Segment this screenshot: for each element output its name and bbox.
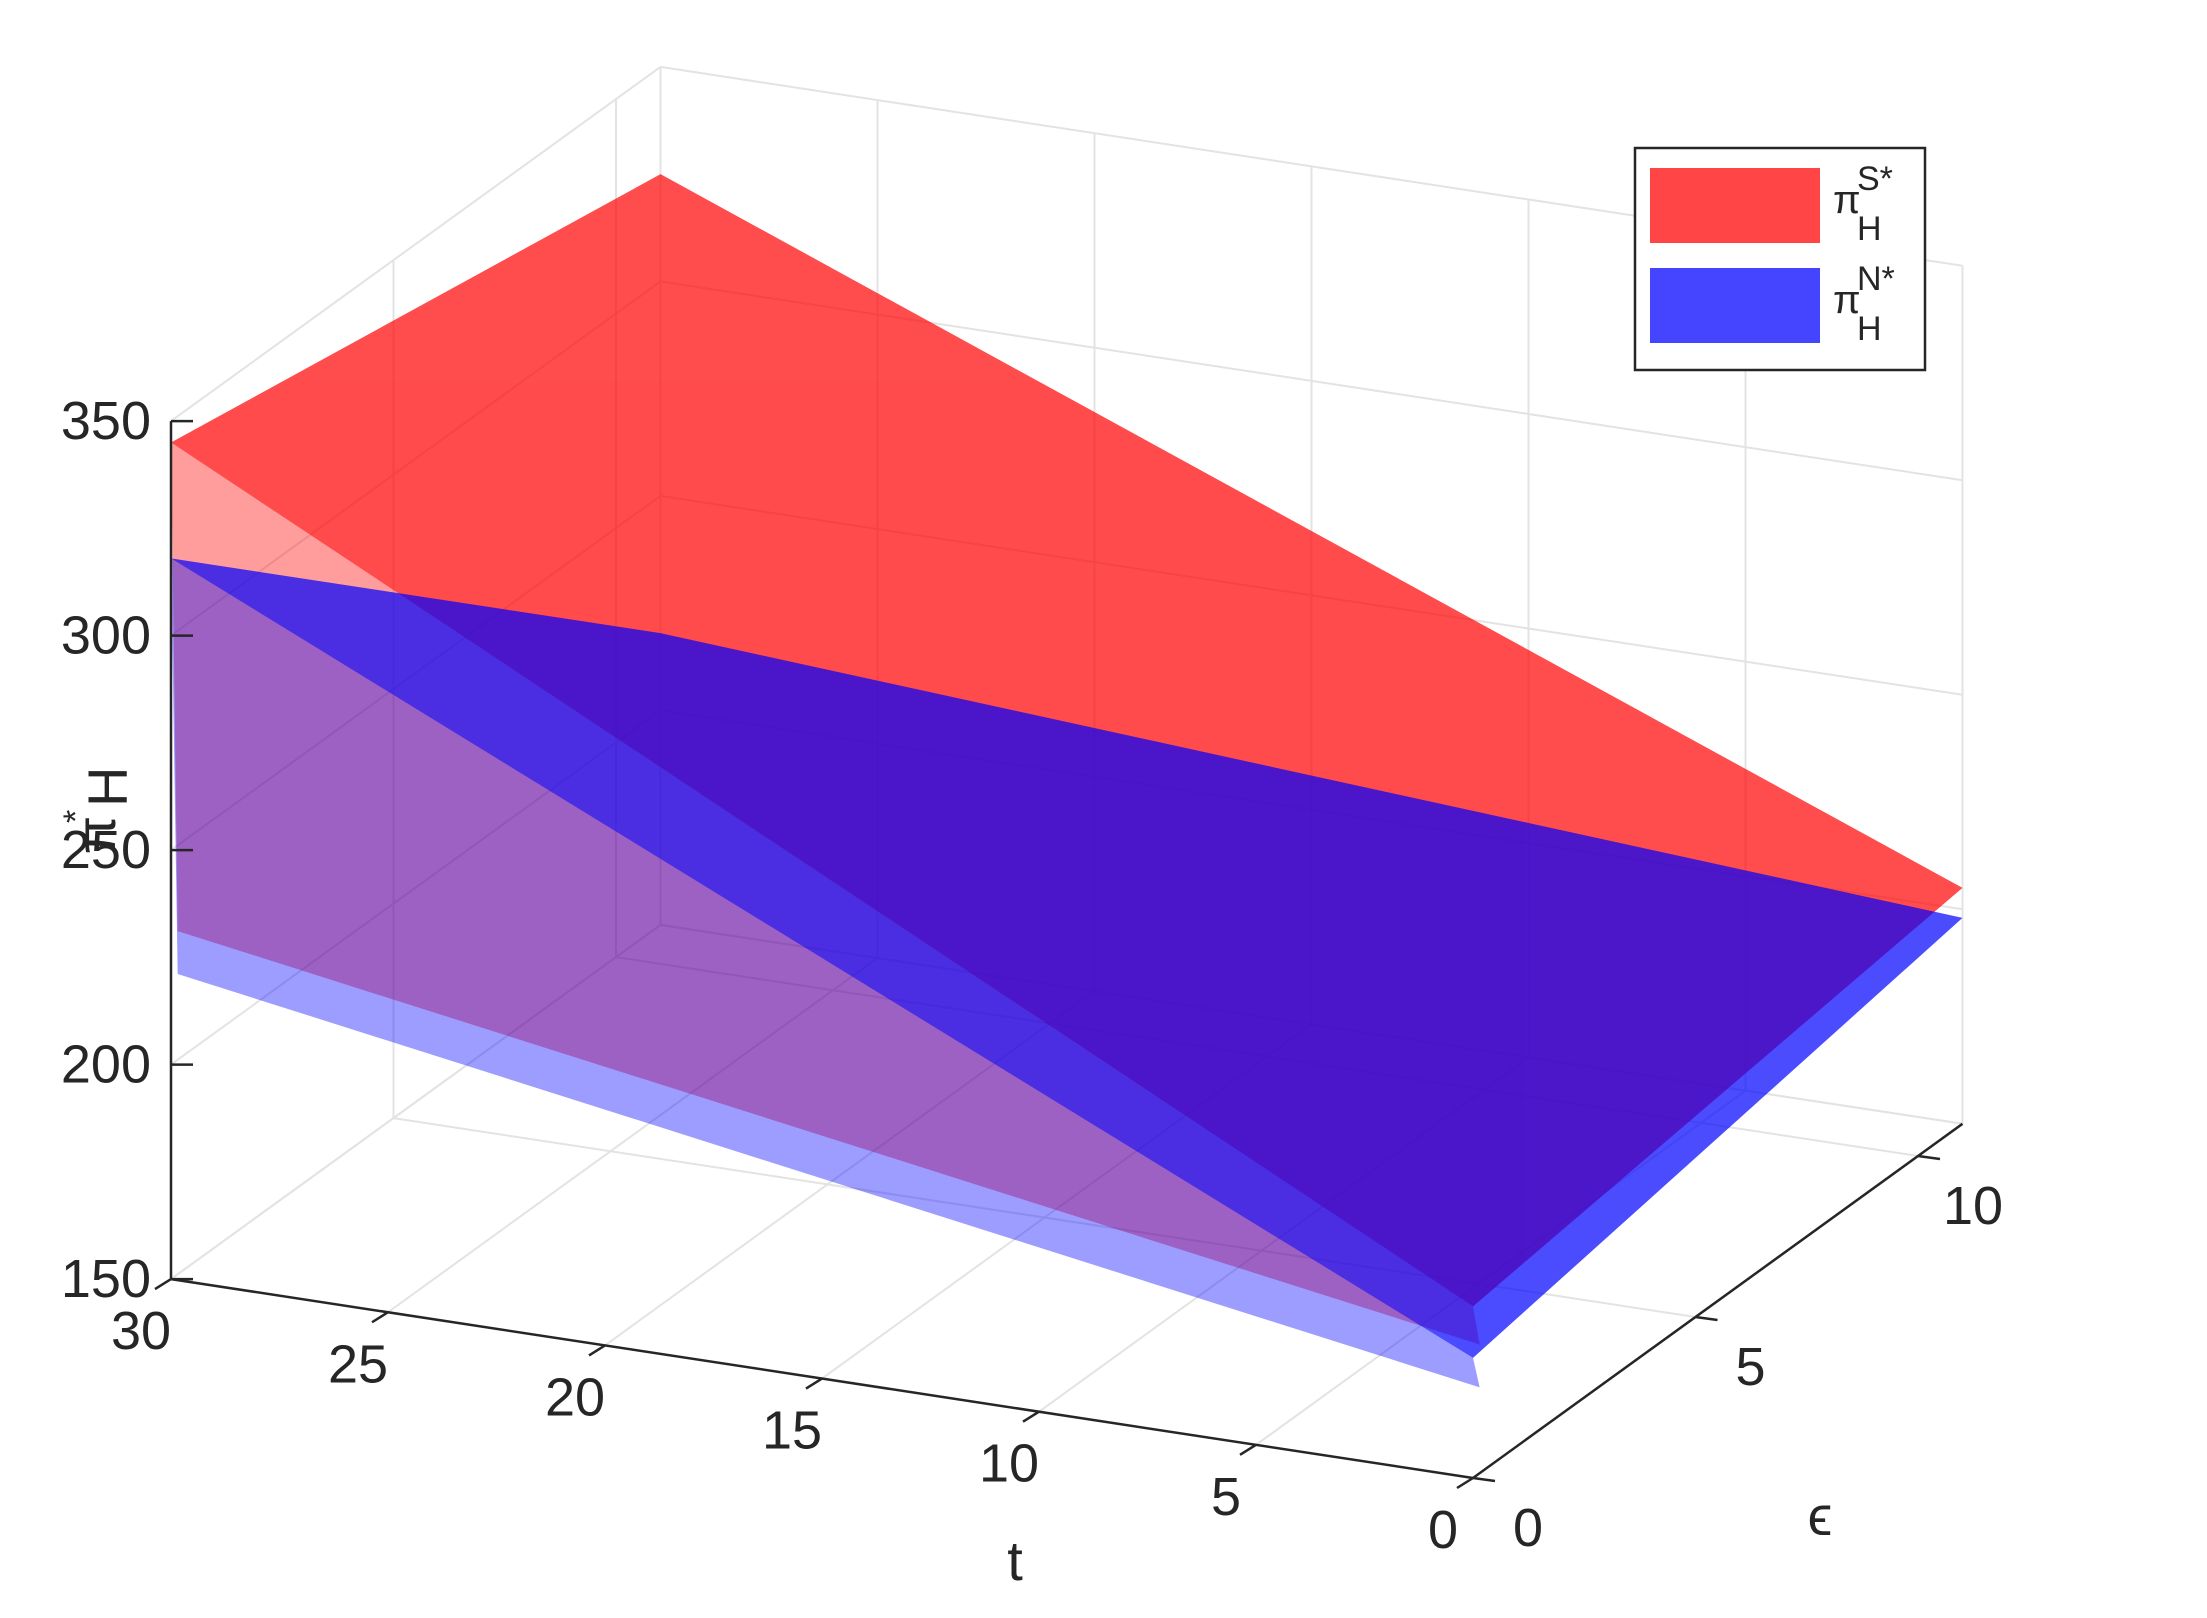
y-axis-line: [1472, 1122, 1964, 1480]
surface-patch-N: [171, 558, 1963, 1358]
z-axis-title: πH *: [57, 767, 139, 855]
y-axis-title: ϵ: [1808, 1484, 1833, 1547]
legend-label-superscript: N*: [1857, 260, 1895, 298]
x-tick: [1022, 1410, 1040, 1423]
surface-N: [171, 558, 1963, 1388]
x-tick-label: 15: [762, 1401, 822, 1461]
y-tick-label: 10: [1943, 1176, 2003, 1236]
x-tick-label: 20: [545, 1367, 605, 1427]
x-tick-label: 0: [1428, 1500, 1458, 1560]
z-tick-label: 250: [61, 820, 151, 880]
x-tick-label: 30: [111, 1301, 171, 1361]
z-axis-title-symbol: π: [64, 816, 127, 855]
legend-label-subscript: H: [1857, 310, 1882, 348]
x-axis-title: t: [1007, 1529, 1023, 1592]
z-tick-label: 200: [61, 1035, 151, 1095]
grid-line: [170, 924, 662, 1280]
x-tick: [1239, 1443, 1257, 1456]
x-tick: [371, 1311, 389, 1324]
x-tick-label: 5: [1211, 1467, 1241, 1527]
y-tick: [1472, 1476, 1496, 1483]
x-tick: [588, 1344, 606, 1357]
legend-label-symbol: π: [1833, 178, 1861, 222]
x-tick: [1456, 1476, 1474, 1490]
y-tick-label: 0: [1513, 1498, 1543, 1558]
legend-swatch-S: [1650, 168, 1820, 243]
z-tick-label: 300: [61, 606, 151, 666]
z-tick-label: 150: [61, 1249, 151, 1309]
legend-label-symbol: π: [1833, 278, 1861, 322]
surface-layer: [171, 174, 1963, 1388]
y-tick: [1917, 1154, 1941, 1161]
y-tick-label: 5: [1735, 1337, 1765, 1397]
surface-front-N: [171, 558, 1480, 1388]
legend-label-subscript: H: [1857, 210, 1882, 248]
legend-swatch-N: [1650, 268, 1820, 343]
legend: πS*HπN*H: [1633, 146, 1927, 372]
x-tick-label: 25: [328, 1334, 388, 1394]
x-tick: [805, 1377, 823, 1390]
grid-line: [387, 957, 879, 1314]
legend-label-superscript: S*: [1857, 160, 1893, 198]
x-tick: [154, 1278, 172, 1291]
grid-line: [170, 66, 662, 422]
y-tick: [1695, 1315, 1718, 1322]
x-tick-label: 10: [979, 1434, 1039, 1494]
z-axis-title-superscript: *: [57, 810, 95, 823]
z-axis-title-subscript: H: [76, 767, 139, 807]
z-tick-label: 350: [61, 391, 151, 451]
